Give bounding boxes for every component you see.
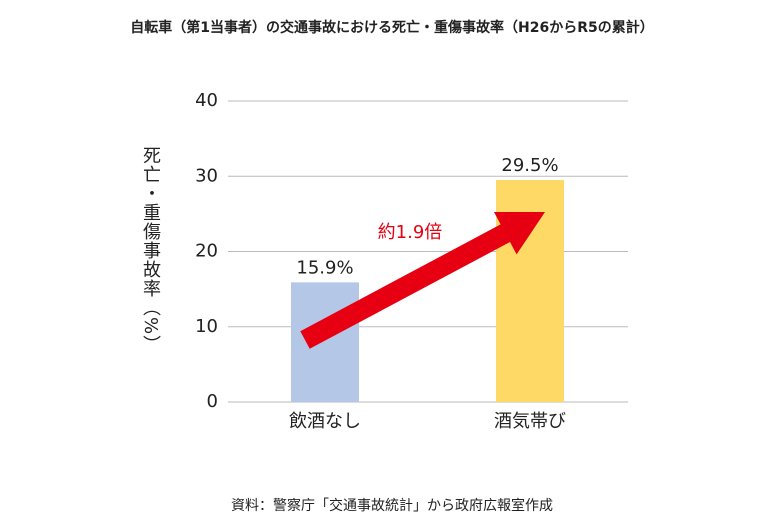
chart-title: 自転車（第1当事者）の交通事故における死亡・重傷事故率（H26からR5の累計） — [130, 19, 653, 36]
y-tick-label: 30 — [195, 165, 218, 186]
y-tick-label: 20 — [195, 241, 218, 262]
value-label: 29.5% — [501, 155, 558, 176]
arrow — [300, 212, 545, 349]
bar — [291, 282, 359, 402]
source-note: 資料：警察庁「交通事故統計」から政府広報室作成 — [231, 497, 553, 514]
y-tick-label: 10 — [195, 316, 218, 337]
y-tick-label: 0 — [207, 391, 218, 412]
plot-area: 0 10 20 30 40 飲酒なし 15.9% 酒気帯び 29.5% — [195, 90, 628, 432]
annotation: 約1.9倍 — [378, 222, 443, 243]
x-tick-label: 飲酒なし — [289, 411, 361, 432]
value-label: 15.9% — [296, 257, 353, 278]
y-tick-label: 40 — [195, 90, 218, 111]
x-tick-label: 酒気帯び — [494, 411, 566, 432]
y-axis-label: 死亡・重傷事故率（%） — [140, 146, 161, 354]
